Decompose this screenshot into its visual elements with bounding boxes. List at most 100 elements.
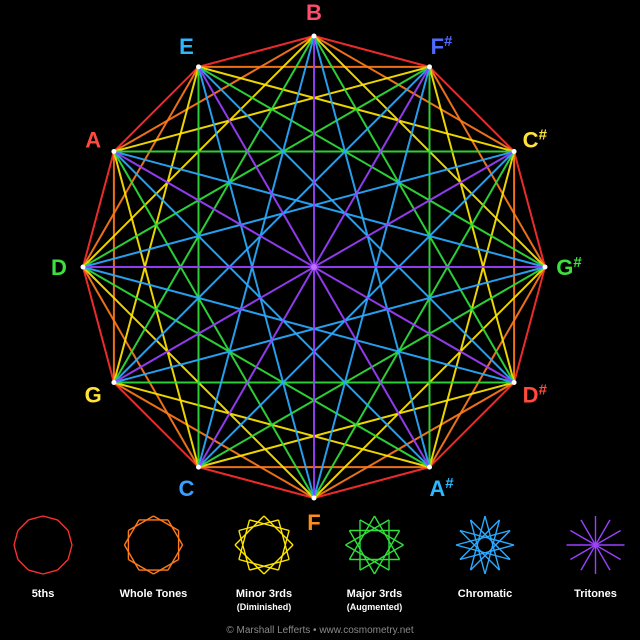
legend-line <box>17 559 29 571</box>
sharp-sign: # <box>445 475 454 492</box>
sharp-sign: # <box>573 254 582 271</box>
note-vertex <box>80 264 86 270</box>
note-label-e: E <box>179 34 194 59</box>
legend-line <box>42 515 58 521</box>
legend-item-chromatic: Chromatic <box>455 515 515 600</box>
legend-line <box>128 515 154 532</box>
note-letter: F <box>431 34 444 59</box>
interval-line <box>428 381 515 468</box>
interval-line <box>198 466 315 499</box>
legend-sublabel: (Diminished) <box>237 602 292 612</box>
note-letter: F <box>307 510 320 535</box>
interval-line <box>313 35 430 68</box>
legend-line <box>345 544 390 571</box>
interval-line <box>198 35 315 68</box>
legend-label: Whole Tones <box>120 588 188 600</box>
legend-label: Major 3rds <box>347 588 403 600</box>
note-label-c-sharp: C# <box>523 127 548 153</box>
legend-line <box>67 544 73 560</box>
legend-line <box>234 515 265 546</box>
legend-line <box>28 515 44 521</box>
legend-item-major-3rds: Major 3rds (Augmented) <box>345 515 404 612</box>
interval-line <box>513 151 546 268</box>
sharp-sign: # <box>444 33 453 50</box>
note-label-a-sharp: A# <box>429 475 454 501</box>
note-label-a: A <box>85 128 101 153</box>
legend-line <box>455 529 511 546</box>
legend-line <box>580 519 611 571</box>
legend-line <box>484 515 501 571</box>
legend-line <box>459 530 500 571</box>
interval-line <box>82 266 515 384</box>
legend-line <box>57 519 69 531</box>
note-vertex <box>311 495 317 501</box>
note-label-f: F <box>307 510 320 535</box>
note-letter: D <box>523 383 539 408</box>
credit-text: © Marshall Lefferts • www.cosmometry.net <box>226 625 413 636</box>
legend-line <box>17 519 29 531</box>
legend-line <box>57 559 69 571</box>
interval-line <box>197 35 315 468</box>
note-vertex <box>196 64 201 70</box>
legend-line <box>469 519 486 575</box>
note-letter: B <box>306 0 322 25</box>
legend-line <box>13 544 19 560</box>
note-letter: C <box>179 476 195 501</box>
note-letter: D <box>51 255 67 280</box>
interval-line <box>113 150 546 268</box>
legend-line <box>359 544 404 571</box>
legend-line <box>238 530 251 571</box>
note-letter: E <box>179 34 194 59</box>
note-label-g-sharp: G# <box>556 254 582 280</box>
legend-line <box>459 544 515 561</box>
legend-line <box>455 544 511 561</box>
legend-line <box>345 519 390 546</box>
note-letter: G <box>556 255 573 280</box>
legend-line <box>277 530 290 571</box>
note-label-d-sharp: D# <box>523 382 548 408</box>
legend-line <box>459 519 500 560</box>
legend-line <box>373 530 401 575</box>
legend-label: Minor 3rds <box>236 588 292 600</box>
interval-line <box>113 381 200 468</box>
legend-label: Chromatic <box>458 588 512 600</box>
note-vertex <box>427 64 432 70</box>
legend-line <box>484 519 501 575</box>
interval-line <box>113 266 546 384</box>
interval-lines-step-5 <box>82 35 546 499</box>
interval-line <box>113 150 431 468</box>
note-vertex <box>111 149 117 154</box>
note-vertex <box>542 264 548 270</box>
interval-lines <box>82 35 546 499</box>
legend-label: 5ths <box>32 588 55 600</box>
sharp-sign: # <box>539 127 548 144</box>
legend-line <box>263 515 294 546</box>
note-label-c: C <box>179 476 195 501</box>
legend-line <box>238 519 279 532</box>
legend-item-5ths: 5ths <box>13 515 73 600</box>
legend-line <box>123 519 140 546</box>
legend-line <box>249 558 290 571</box>
legend-line <box>277 519 290 560</box>
interval-line <box>82 266 115 383</box>
legend-line <box>470 530 511 571</box>
note-letter: G <box>85 383 102 408</box>
legend-line <box>470 519 511 560</box>
center-dot <box>311 264 317 270</box>
interval-line <box>113 66 200 153</box>
note-label-d: D <box>51 255 67 280</box>
interval-line <box>513 266 546 383</box>
interval-line <box>313 466 430 499</box>
legend-line <box>67 530 73 546</box>
note-label-f-sharp: F# <box>431 33 453 59</box>
legend-line <box>348 530 376 575</box>
legend-line <box>238 519 251 560</box>
note-vertex <box>511 149 517 154</box>
legend-line <box>263 544 294 575</box>
interval-line <box>428 66 515 153</box>
legend-line <box>13 530 19 546</box>
legend-line <box>128 558 154 575</box>
interval-line <box>82 150 515 268</box>
legend-line <box>373 515 401 560</box>
